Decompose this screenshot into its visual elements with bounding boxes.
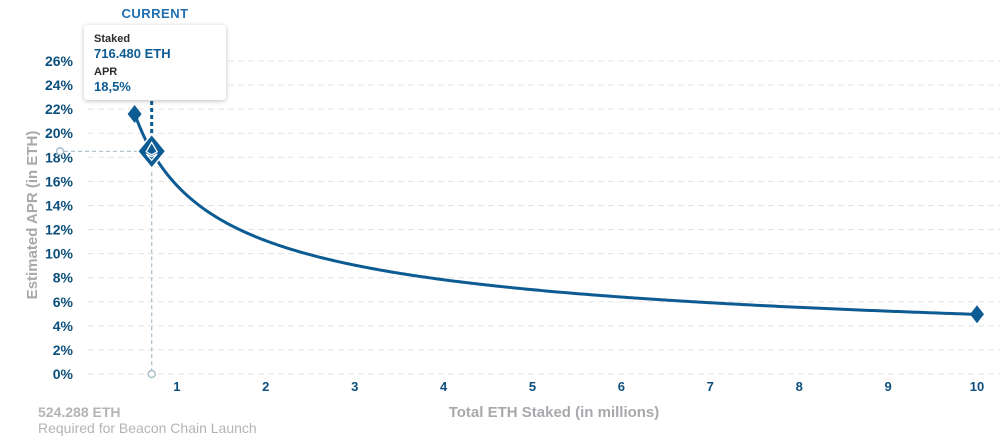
apr-series-line xyxy=(133,112,979,316)
markers xyxy=(127,104,984,324)
y-tick-label: 0% xyxy=(53,366,74,382)
x-tick-label: 8 xyxy=(796,379,803,394)
y-axis-ticks: 0% 2% 4% 6% 8% 10% 12% 14% 16% 18% 20% 22% 24% 26% xyxy=(45,53,74,382)
x-tick-label: 2 xyxy=(262,379,269,394)
launch-caption: Required for Beacon Chain Launch xyxy=(38,420,257,436)
launch-point-marker xyxy=(127,104,142,123)
x-tick-label: 10 xyxy=(970,379,984,394)
x-tick-label: 3 xyxy=(351,379,358,394)
y-tick-label: 4% xyxy=(53,318,74,334)
tooltip-staked-label: Staked xyxy=(94,33,131,45)
y-tick-label: 8% xyxy=(53,270,74,286)
x-tick-label: 6 xyxy=(618,379,625,394)
ethereum-icon xyxy=(145,140,159,156)
y-tick-label: 12% xyxy=(45,222,74,238)
y-tick-label: 20% xyxy=(45,125,74,141)
tooltip: Staked 716.480 ETH APR 18,5% xyxy=(84,25,226,100)
ethereum-icon-lower xyxy=(145,153,158,162)
current-label: CURRENT xyxy=(121,6,188,21)
x-tick-label: 9 xyxy=(884,379,891,394)
y-tick-label: 16% xyxy=(45,173,74,189)
x-axis-title: Total ETH Staked (in millions) xyxy=(449,404,660,421)
y-tick-label: 24% xyxy=(45,77,74,93)
current-guides xyxy=(55,101,156,379)
y-axis-title: Estimated APR (in ETH) xyxy=(24,131,41,300)
x-tick-label: 7 xyxy=(707,379,714,394)
y-tick-label: 10% xyxy=(45,246,74,262)
x-axis-ticks: 1 2 3 4 5 6 7 8 9 10 xyxy=(173,379,984,394)
tooltip-apr-label: APR xyxy=(94,66,118,78)
y-tick-label: 14% xyxy=(45,197,74,213)
y-tick-label: 26% xyxy=(45,53,74,69)
current-y-handle xyxy=(55,147,65,156)
gridlines xyxy=(88,60,1000,375)
launch-value: 524.288 ETH xyxy=(38,404,121,420)
y-tick-label: 2% xyxy=(53,342,74,358)
tooltip-staked-value: 716.480 ETH xyxy=(94,46,171,61)
y-tick-label: 6% xyxy=(53,294,74,310)
current-point-marker xyxy=(136,133,167,170)
current-x-handle xyxy=(147,369,156,379)
tooltip-apr-value: 18,5% xyxy=(94,79,131,94)
end-point-marker xyxy=(970,305,984,324)
x-tick-label: 1 xyxy=(173,379,180,394)
y-tick-label: 18% xyxy=(45,149,74,165)
launch-annotation: 524.288 ETH Required for Beacon Chain La… xyxy=(38,404,257,436)
y-tick-label: 22% xyxy=(45,101,74,117)
x-tick-label: 5 xyxy=(529,379,536,394)
x-tick-label: 4 xyxy=(440,379,448,394)
